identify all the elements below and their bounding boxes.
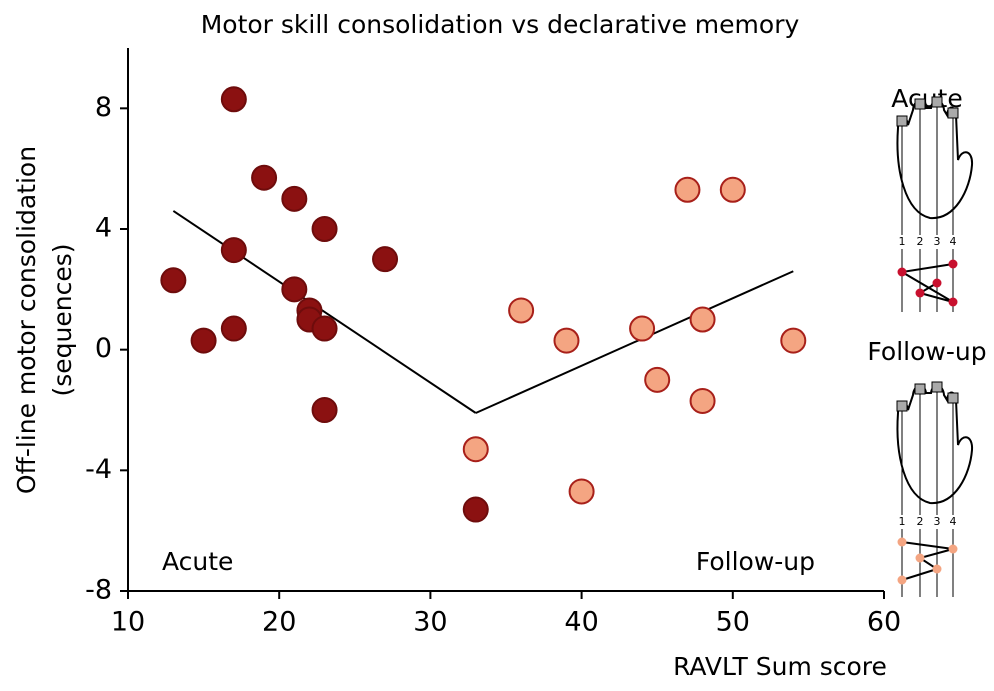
point <box>311 216 338 242</box>
panel-label: Follow-up <box>867 337 986 366</box>
point <box>568 478 595 505</box>
y-tick-label: 8 <box>95 92 112 123</box>
point <box>508 297 535 324</box>
y-tick-label: -8 <box>85 575 112 606</box>
finger-label: 2 <box>917 515 924 528</box>
x-tick-label: 10 <box>111 607 145 638</box>
finger-label: 4 <box>950 515 957 528</box>
annotation: Acute <box>162 547 233 576</box>
point <box>462 436 489 463</box>
x-tick-label: 30 <box>413 607 447 638</box>
point <box>281 185 308 212</box>
point <box>160 267 187 294</box>
point <box>629 315 656 342</box>
point <box>220 86 247 113</box>
y-tick-label: -4 <box>85 454 112 485</box>
trend-line <box>475 270 794 414</box>
point <box>220 237 247 264</box>
y-tick-label: 0 <box>95 333 112 364</box>
hand-diagram: Follow-up 1 2 3 4 <box>867 337 987 597</box>
point <box>689 387 716 414</box>
y-axis-label: Off-line motor consolidation <box>12 146 41 494</box>
point <box>251 164 278 191</box>
chart-title: Motor skill consolidation vs declarative… <box>201 10 800 39</box>
y-tick-label: 4 <box>95 213 112 244</box>
x-tick-label: 60 <box>867 607 901 638</box>
finger-label: 3 <box>934 235 941 248</box>
point <box>372 246 399 273</box>
point <box>689 306 716 333</box>
point <box>311 397 338 423</box>
point <box>553 327 580 354</box>
finger-label: 3 <box>934 515 941 528</box>
x-axis-label: RAVLT Sum score <box>673 652 887 681</box>
x-tick-label: 20 <box>262 607 296 638</box>
x-tick-label: 40 <box>564 607 598 638</box>
point <box>462 496 489 523</box>
annotation: Follow-up <box>696 547 815 576</box>
point <box>674 176 701 203</box>
finger-label: 4 <box>950 235 957 248</box>
point <box>780 327 807 354</box>
y-axis-label: (sequences) <box>48 243 77 396</box>
point <box>220 315 247 342</box>
point <box>311 315 338 342</box>
finger-label: 1 <box>899 515 906 528</box>
finger-label: 1 <box>899 235 906 248</box>
point <box>190 327 217 354</box>
x-tick-label: 50 <box>716 607 750 638</box>
point <box>644 366 671 393</box>
point <box>281 276 308 303</box>
point <box>719 176 746 203</box>
hand-diagram: Acute 1 2 3 4 <box>891 84 974 312</box>
finger-label: 2 <box>917 235 924 248</box>
